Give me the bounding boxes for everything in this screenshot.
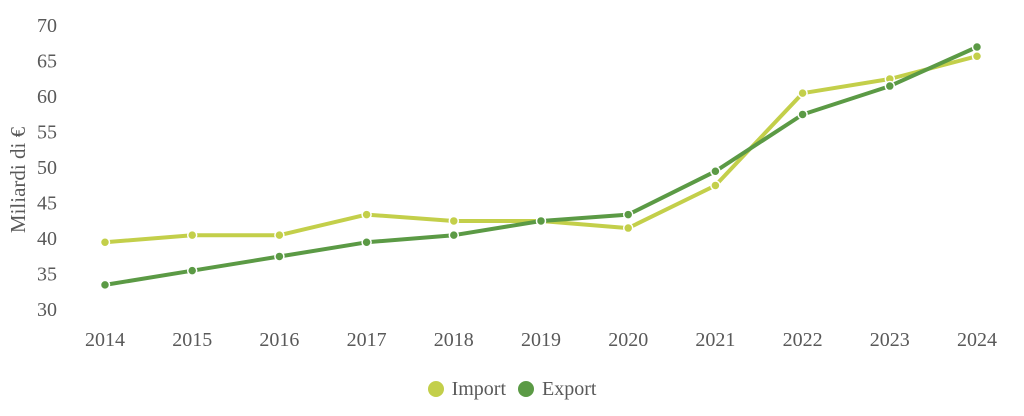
x-tick-label: 2014 [85,329,125,351]
data-point-import[interactable] [710,180,721,191]
data-point-export[interactable] [797,109,808,120]
x-tick-label: 2016 [259,329,299,351]
data-point-import[interactable] [622,222,634,234]
y-axis-ticks: 30 35 40 45 50 55 60 65 70 [37,15,57,321]
data-point-import[interactable] [361,209,372,220]
x-tick-label: 2018 [434,329,474,351]
data-point-import[interactable] [99,237,111,248]
legend-label-import: Import [451,377,506,400]
y-tick-label: 70 [37,15,57,37]
y-axis-label: Miliardi di € [6,126,30,233]
x-tick-label: 2019 [521,329,561,351]
data-point-import[interactable] [971,50,983,62]
data-point-export[interactable] [99,279,111,291]
y-tick-label: 55 [37,122,57,144]
x-tick-label: 2021 [695,329,735,351]
x-tick-label: 2024 [957,329,997,351]
legend-marker-export [518,381,534,397]
data-point-import[interactable] [797,87,808,99]
y-tick-label: 65 [37,51,57,73]
x-tick-label: 2020 [608,329,648,351]
x-tick-label: 2023 [870,329,910,351]
x-tick-label: 2017 [347,329,387,351]
data-point-export[interactable] [274,251,285,262]
data-point-import[interactable] [274,229,285,241]
x-axis-ticks: 2014 2015 2016 2017 2018 2019 2020 2021 2022 2023… [85,329,997,351]
legend-item-export[interactable]: Export [518,378,596,401]
x-tick-label: 2015 [172,329,212,351]
data-point-import[interactable] [448,215,460,227]
data-point-export[interactable] [884,80,896,92]
data-point-export[interactable] [535,215,547,227]
y-tick-label: 40 [37,228,57,250]
series-export [99,41,983,291]
data-point-import[interactable] [186,229,198,241]
legend-marker-import [427,381,444,397]
x-tick-label: 2022 [783,329,823,351]
y-tick-label: 35 [37,264,57,286]
y-tick-label: 45 [37,193,57,215]
y-tick-label: 30 [37,299,57,321]
data-point-export[interactable] [448,229,460,241]
data-point-export[interactable] [710,166,721,177]
y-tick-label: 50 [37,157,57,179]
data-point-export[interactable] [186,265,198,276]
data-point-export[interactable] [622,209,634,220]
y-tick-label: 60 [37,86,57,108]
legend-item-import[interactable]: Import [427,377,506,401]
data-point-export[interactable] [361,237,372,248]
legend-label-export: Export [542,377,597,400]
legend: Import Export [0,372,1024,406]
series-layer [99,41,983,291]
series-line-import [103,54,979,245]
data-point-export[interactable] [971,41,983,53]
series-line-export [103,45,979,287]
